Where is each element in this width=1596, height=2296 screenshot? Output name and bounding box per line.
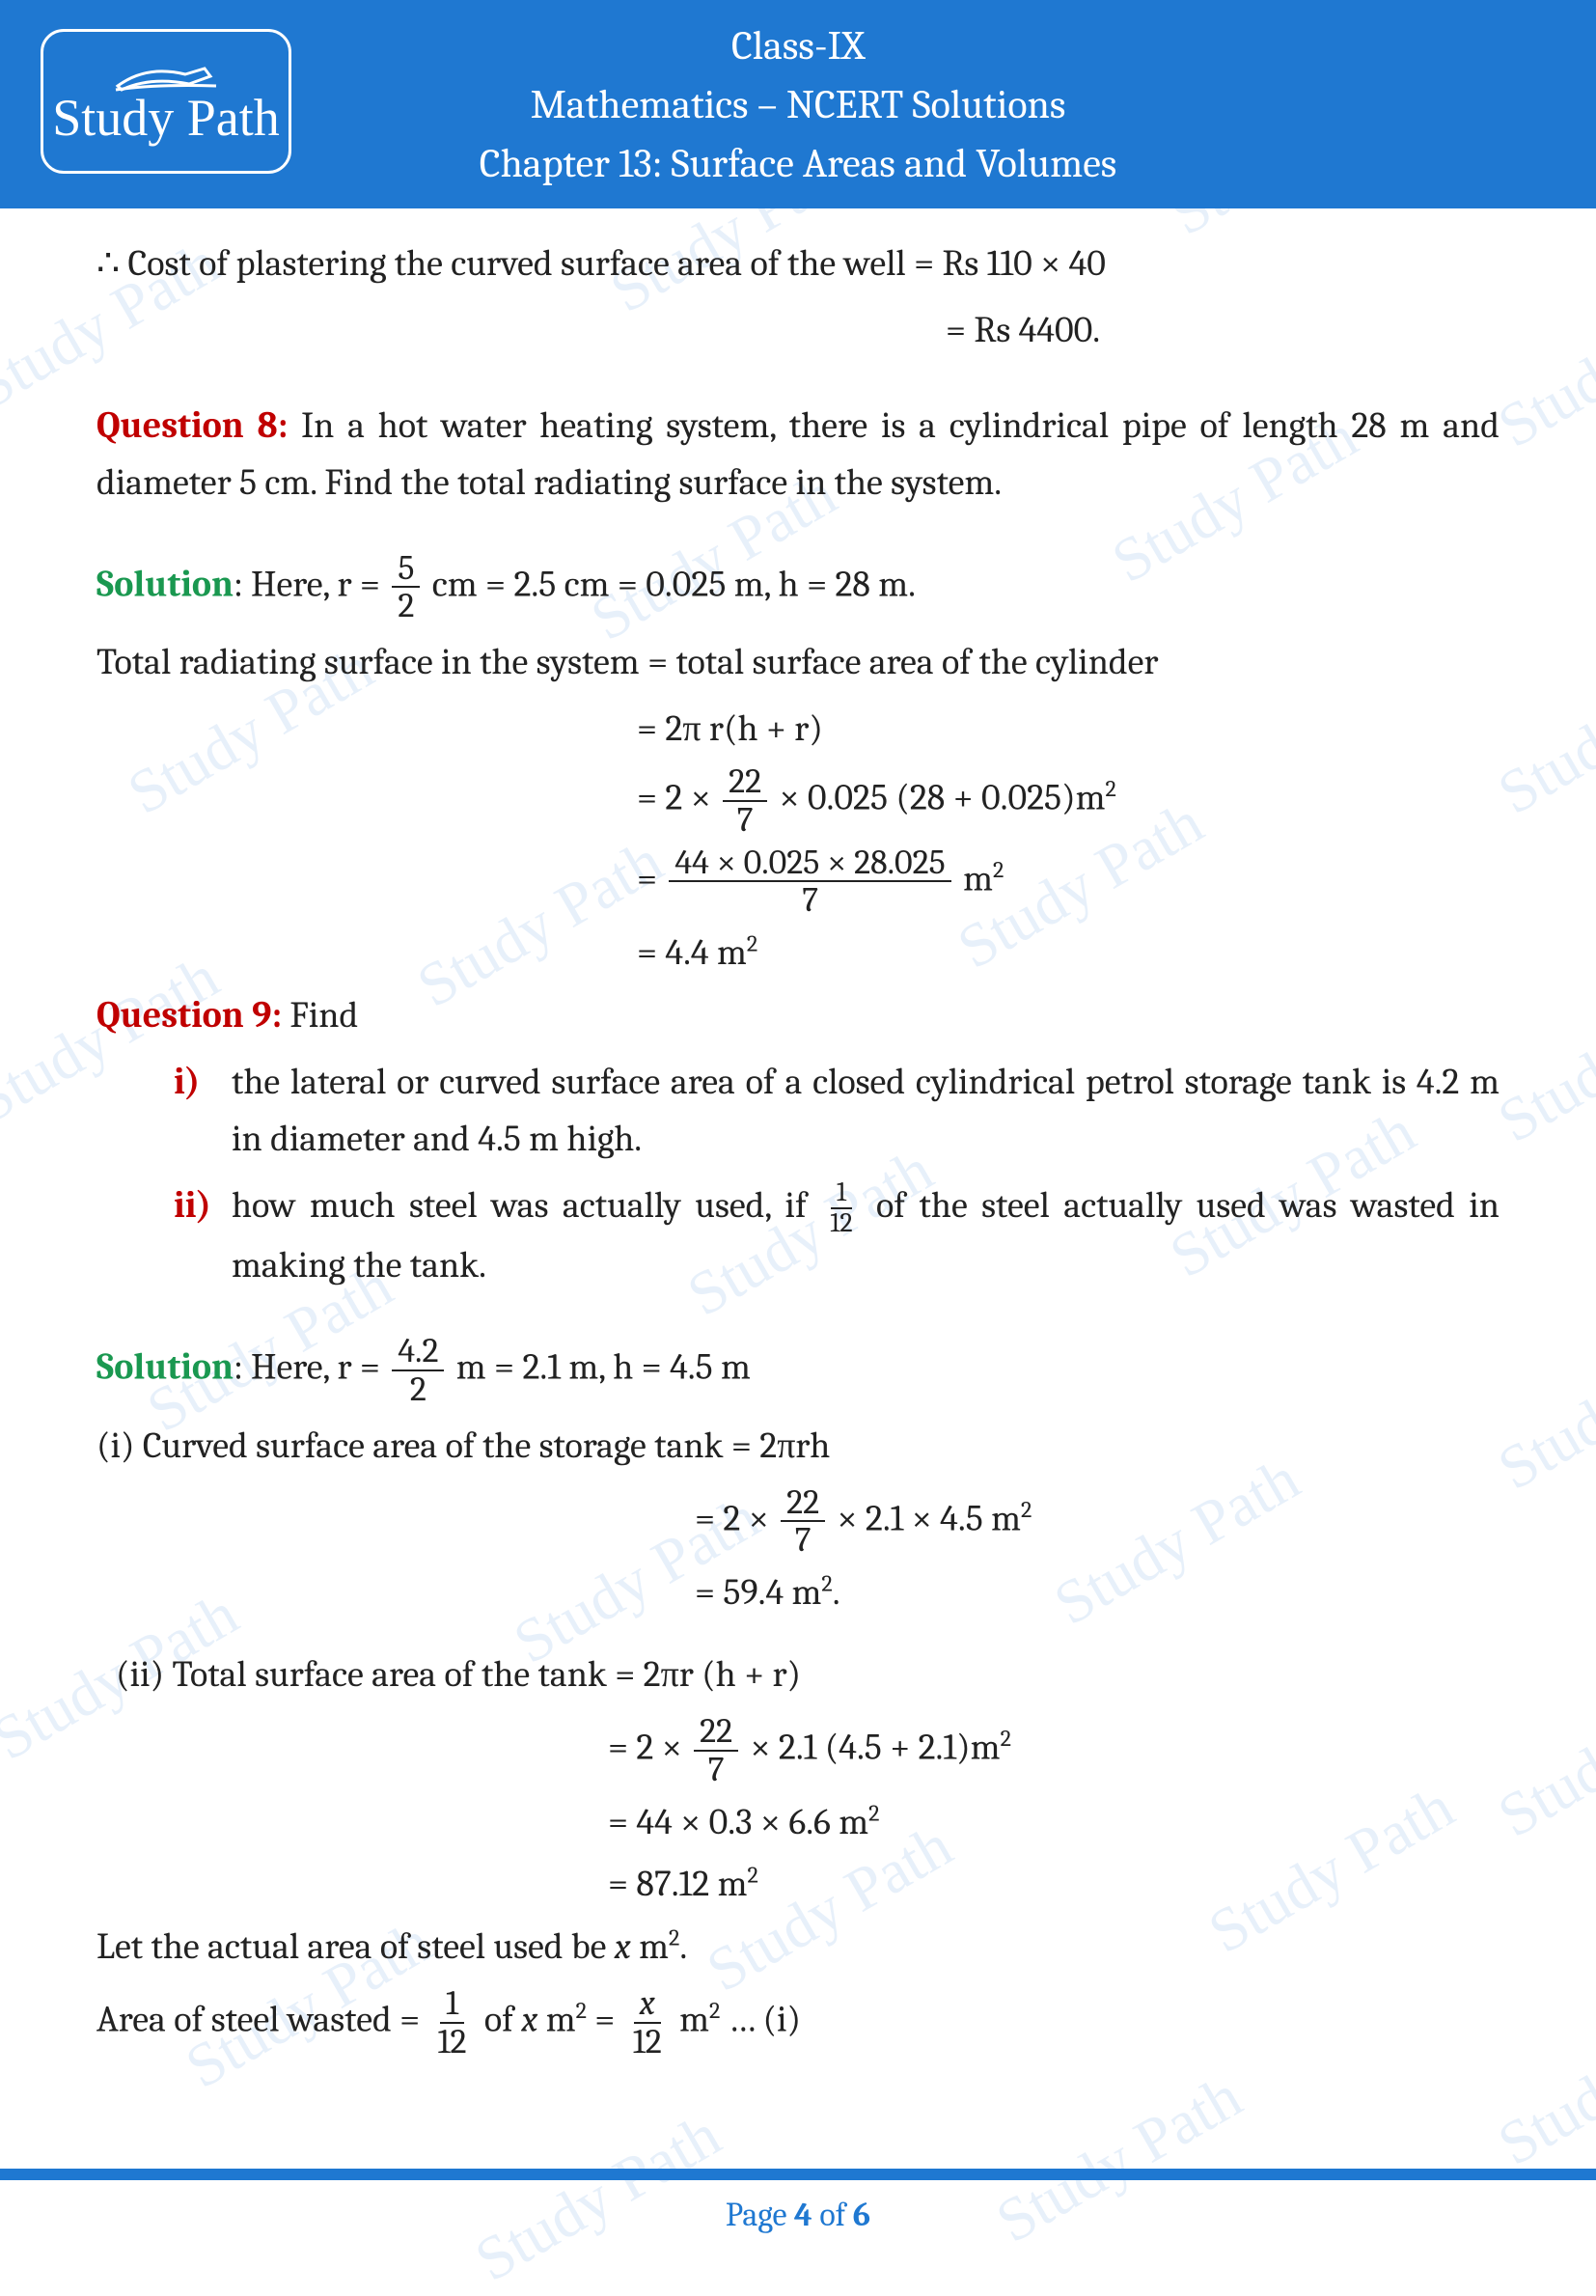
question-9-label: Question 9: — [96, 994, 282, 1037]
logo: Study Path — [41, 29, 291, 174]
solution-8-line-2: Total radiating surface in the system = … — [96, 634, 1500, 691]
solution-9-i-eq-1: = 2 × 227 × 2.1 × 4.5 m2 — [695, 1484, 1500, 1560]
solution-8-here: : Here, r = — [234, 563, 388, 605]
solution-9-here: : Here, r = — [234, 1346, 388, 1389]
solution-8-label: Solution — [96, 563, 234, 605]
solution-9-ii-eq-2: = 44 × 0.3 × 6.6 m2 — [608, 1794, 1500, 1851]
question-9-find: Find — [282, 994, 358, 1037]
fraction: 52 — [392, 550, 420, 625]
solution-8-line-1: Solution: Here, r = 52 cm = 2.5 cm = 0.0… — [96, 550, 1500, 625]
part-ii-num: (ii) — [116, 1653, 164, 1696]
question-9-ii: ii) how much steel was actually used, if… — [96, 1177, 1500, 1294]
footer-bar — [0, 2169, 1596, 2180]
fraction: x12 — [627, 1985, 668, 2061]
solution-9-part-i: (i) Curved surface area of the storage t… — [96, 1418, 1500, 1475]
part-i-text: the lateral or curved surface area of a … — [232, 1054, 1500, 1168]
question-8-text: In a hot water heating system, there is … — [96, 404, 1500, 504]
page-content: ∴ Cost of plastering the curved surface … — [0, 208, 1596, 2061]
part-ii-text: how much steel was actually used, if 112… — [232, 1177, 1500, 1294]
fraction: 227 — [723, 763, 767, 839]
fraction: 112 — [431, 1985, 472, 2061]
fraction: 44 × 0.025 × 28.0257 — [669, 844, 950, 920]
solution-9-label: Solution — [96, 1346, 234, 1389]
solution-9-line-1: Solution: Here, r = 4.22 m = 2.1 m, h = … — [96, 1333, 1500, 1408]
pen-icon — [108, 55, 224, 94]
solution-9-ii-eq-1: = 2 × 227 × 2.1 (4.5 + 2.1)m2 — [608, 1713, 1500, 1788]
part-i-label: i) — [174, 1054, 232, 1168]
solution-9-let: Let the actual area of steel used be x m… — [96, 1919, 1500, 1976]
part-ii-label: ii) — [174, 1177, 232, 1294]
fraction: 227 — [694, 1713, 738, 1788]
cost-line-1: ∴ Cost of plastering the curved surface … — [96, 235, 1500, 292]
question-9-i: i) the lateral or curved surface area of… — [96, 1054, 1500, 1168]
solution-9-ii-eq-3: = 87.12 m2 — [608, 1856, 1500, 1913]
solution-8-eq-2: = 2 × 227 × 0.025 (28 + 0.025)m2 — [637, 763, 1500, 839]
solution-8-eq-1: = 2π r(h + r) — [637, 701, 1500, 758]
fraction: 4.22 — [392, 1333, 444, 1408]
question-8: Question 8: In a hot water heating syste… — [96, 398, 1500, 512]
solution-8-rest: cm = 2.5 cm = 0.025 m, h = 28 m. — [424, 563, 916, 605]
fraction: 227 — [781, 1484, 825, 1560]
question-8-label: Question 8: — [96, 404, 288, 447]
solution-9-i-eq-2: = 59.4 m2. — [695, 1564, 1500, 1621]
page-header: Study Path Class-IX Mathematics – NCERT … — [0, 0, 1596, 208]
solution-9-part-ii: (ii) Total surface area of the tank = 2π… — [96, 1646, 1500, 1703]
fraction: 112 — [824, 1178, 858, 1237]
page-number: Page 4 of 6 — [0, 2196, 1596, 2234]
solution-8-eq-4: = 4.4 m2 — [637, 925, 1500, 982]
solution-8-eq-3: = 44 × 0.025 × 28.0257 m2 — [637, 844, 1500, 920]
question-9: Question 9: Find — [96, 987, 1500, 1044]
cost-line-2: = Rs 4400. — [946, 302, 1500, 359]
logo-text: Study Path — [52, 88, 280, 148]
solution-9-waste: Area of steel wasted = 112 of x m2 = x12… — [96, 1985, 1500, 2061]
part-i-num: (i) — [96, 1425, 135, 1467]
solution-9-rest: m = 2.1 m, h = 4.5 m — [448, 1346, 750, 1389]
